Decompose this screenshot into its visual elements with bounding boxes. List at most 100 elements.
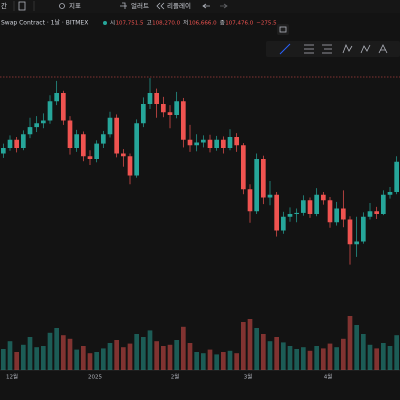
volume-bar	[307, 350, 313, 370]
volume-bar	[14, 352, 19, 370]
candle-body	[147, 93, 153, 104]
candle-body	[41, 120, 46, 124]
volume-bar	[234, 353, 239, 370]
candle-body	[114, 117, 119, 154]
volume-bar	[214, 354, 219, 370]
candle-body	[167, 112, 173, 115]
panel-button[interactable]	[277, 24, 289, 35]
candle-body	[14, 139, 19, 148]
volume-bar	[194, 352, 199, 370]
volume-bar	[87, 353, 93, 370]
candle-body	[34, 123, 39, 128]
candle-body	[94, 143, 99, 159]
candle-body	[121, 153, 126, 157]
candle-body	[274, 194, 279, 231]
candle-body	[294, 212, 299, 214]
candle-body	[101, 134, 106, 144]
volume-bar	[287, 346, 293, 370]
ohlc-label: 시	[110, 21, 115, 27]
volume-bar	[54, 328, 59, 370]
tool[interactable]	[322, 44, 332, 54]
ohlc-value: 107,476.0	[225, 21, 253, 27]
candle-body	[381, 194, 386, 214]
ohlc-value: 108,270.0	[152, 21, 180, 27]
volume-bar	[374, 348, 379, 370]
ohlc-legend: 시 107,751.5 고 108,270.0 저 106,666.0 종 107,476.0…	[110, 19, 277, 27]
x-axis-label: 2025	[88, 375, 102, 381]
volume-bar	[387, 346, 393, 370]
volume-bar	[267, 341, 273, 370]
volume-bar	[134, 334, 139, 370]
candle-body	[227, 137, 233, 148]
tool[interactable]	[304, 44, 314, 54]
ohlc-value: 107,751.5	[116, 21, 144, 27]
volume-bar	[1, 349, 6, 370]
candle-body	[207, 139, 213, 148]
icon[interactable]	[18, 1, 26, 11]
candle-body	[127, 156, 133, 176]
candle-body	[247, 189, 253, 212]
volume-bar	[41, 346, 46, 370]
volume-bar	[221, 352, 226, 370]
toolbar-item[interactable]: 간	[1, 1, 7, 10]
volume-bar	[74, 349, 79, 370]
toolbar-item[interactable]: 지표	[69, 1, 81, 10]
candle-body	[181, 101, 186, 140]
tool[interactable]	[360, 44, 371, 54]
volume-bar	[187, 343, 193, 370]
tool[interactable]	[378, 44, 388, 54]
candle-body	[7, 139, 13, 148]
candle-body	[187, 139, 193, 146]
candle-body	[87, 156, 93, 159]
volume-bar	[361, 334, 366, 370]
x-axis-label: 4월	[324, 373, 333, 381]
status-dot	[103, 21, 107, 25]
icon	[120, 2, 127, 9]
volume-bar	[247, 319, 253, 370]
candle-body	[74, 134, 79, 148]
candle-body	[347, 219, 353, 245]
candle-body	[394, 161, 399, 192]
volume-bar	[294, 349, 299, 370]
candle-body	[201, 139, 206, 143]
volume-bar	[334, 347, 339, 370]
volume-bar	[34, 347, 39, 370]
volume-bar	[274, 337, 279, 370]
candle-body	[267, 194, 273, 198]
volume-bar	[127, 343, 133, 370]
candle-body	[154, 93, 159, 104]
volume-bar	[367, 344, 373, 370]
volume-bar	[101, 348, 106, 370]
drawing-toolbar	[266, 41, 400, 57]
candle-body	[141, 104, 146, 124]
volume-bar	[227, 350, 233, 370]
volume-bar	[301, 347, 306, 370]
redo[interactable]	[220, 3, 228, 9]
volume-bar	[207, 349, 213, 370]
volume-bar	[114, 340, 119, 370]
volume-bar	[261, 334, 266, 370]
candle-body	[307, 200, 313, 214]
plot	[1, 78, 399, 370]
candle-body	[81, 134, 86, 157]
volume-bar	[21, 344, 26, 370]
toolbar-item[interactable]: 얼러트	[131, 1, 149, 10]
candle-body	[54, 93, 59, 102]
toolbar-item[interactable]: 리플레이	[167, 1, 191, 10]
candle-body	[27, 127, 33, 135]
volume-bar	[147, 330, 153, 370]
toolbar	[0, 0, 400, 13]
volume-bar	[321, 348, 326, 370]
volume-bar	[241, 322, 246, 370]
undo[interactable]	[202, 3, 210, 9]
trend-line-tool[interactable]	[279, 43, 291, 55]
tool[interactable]	[342, 44, 353, 54]
candle-body	[67, 120, 73, 148]
icon	[279, 26, 287, 33]
volume-bar	[94, 352, 99, 370]
volume-bar	[201, 353, 206, 370]
volume-bar	[47, 332, 53, 370]
candle-body	[387, 192, 393, 195]
candle-body	[281, 216, 286, 231]
